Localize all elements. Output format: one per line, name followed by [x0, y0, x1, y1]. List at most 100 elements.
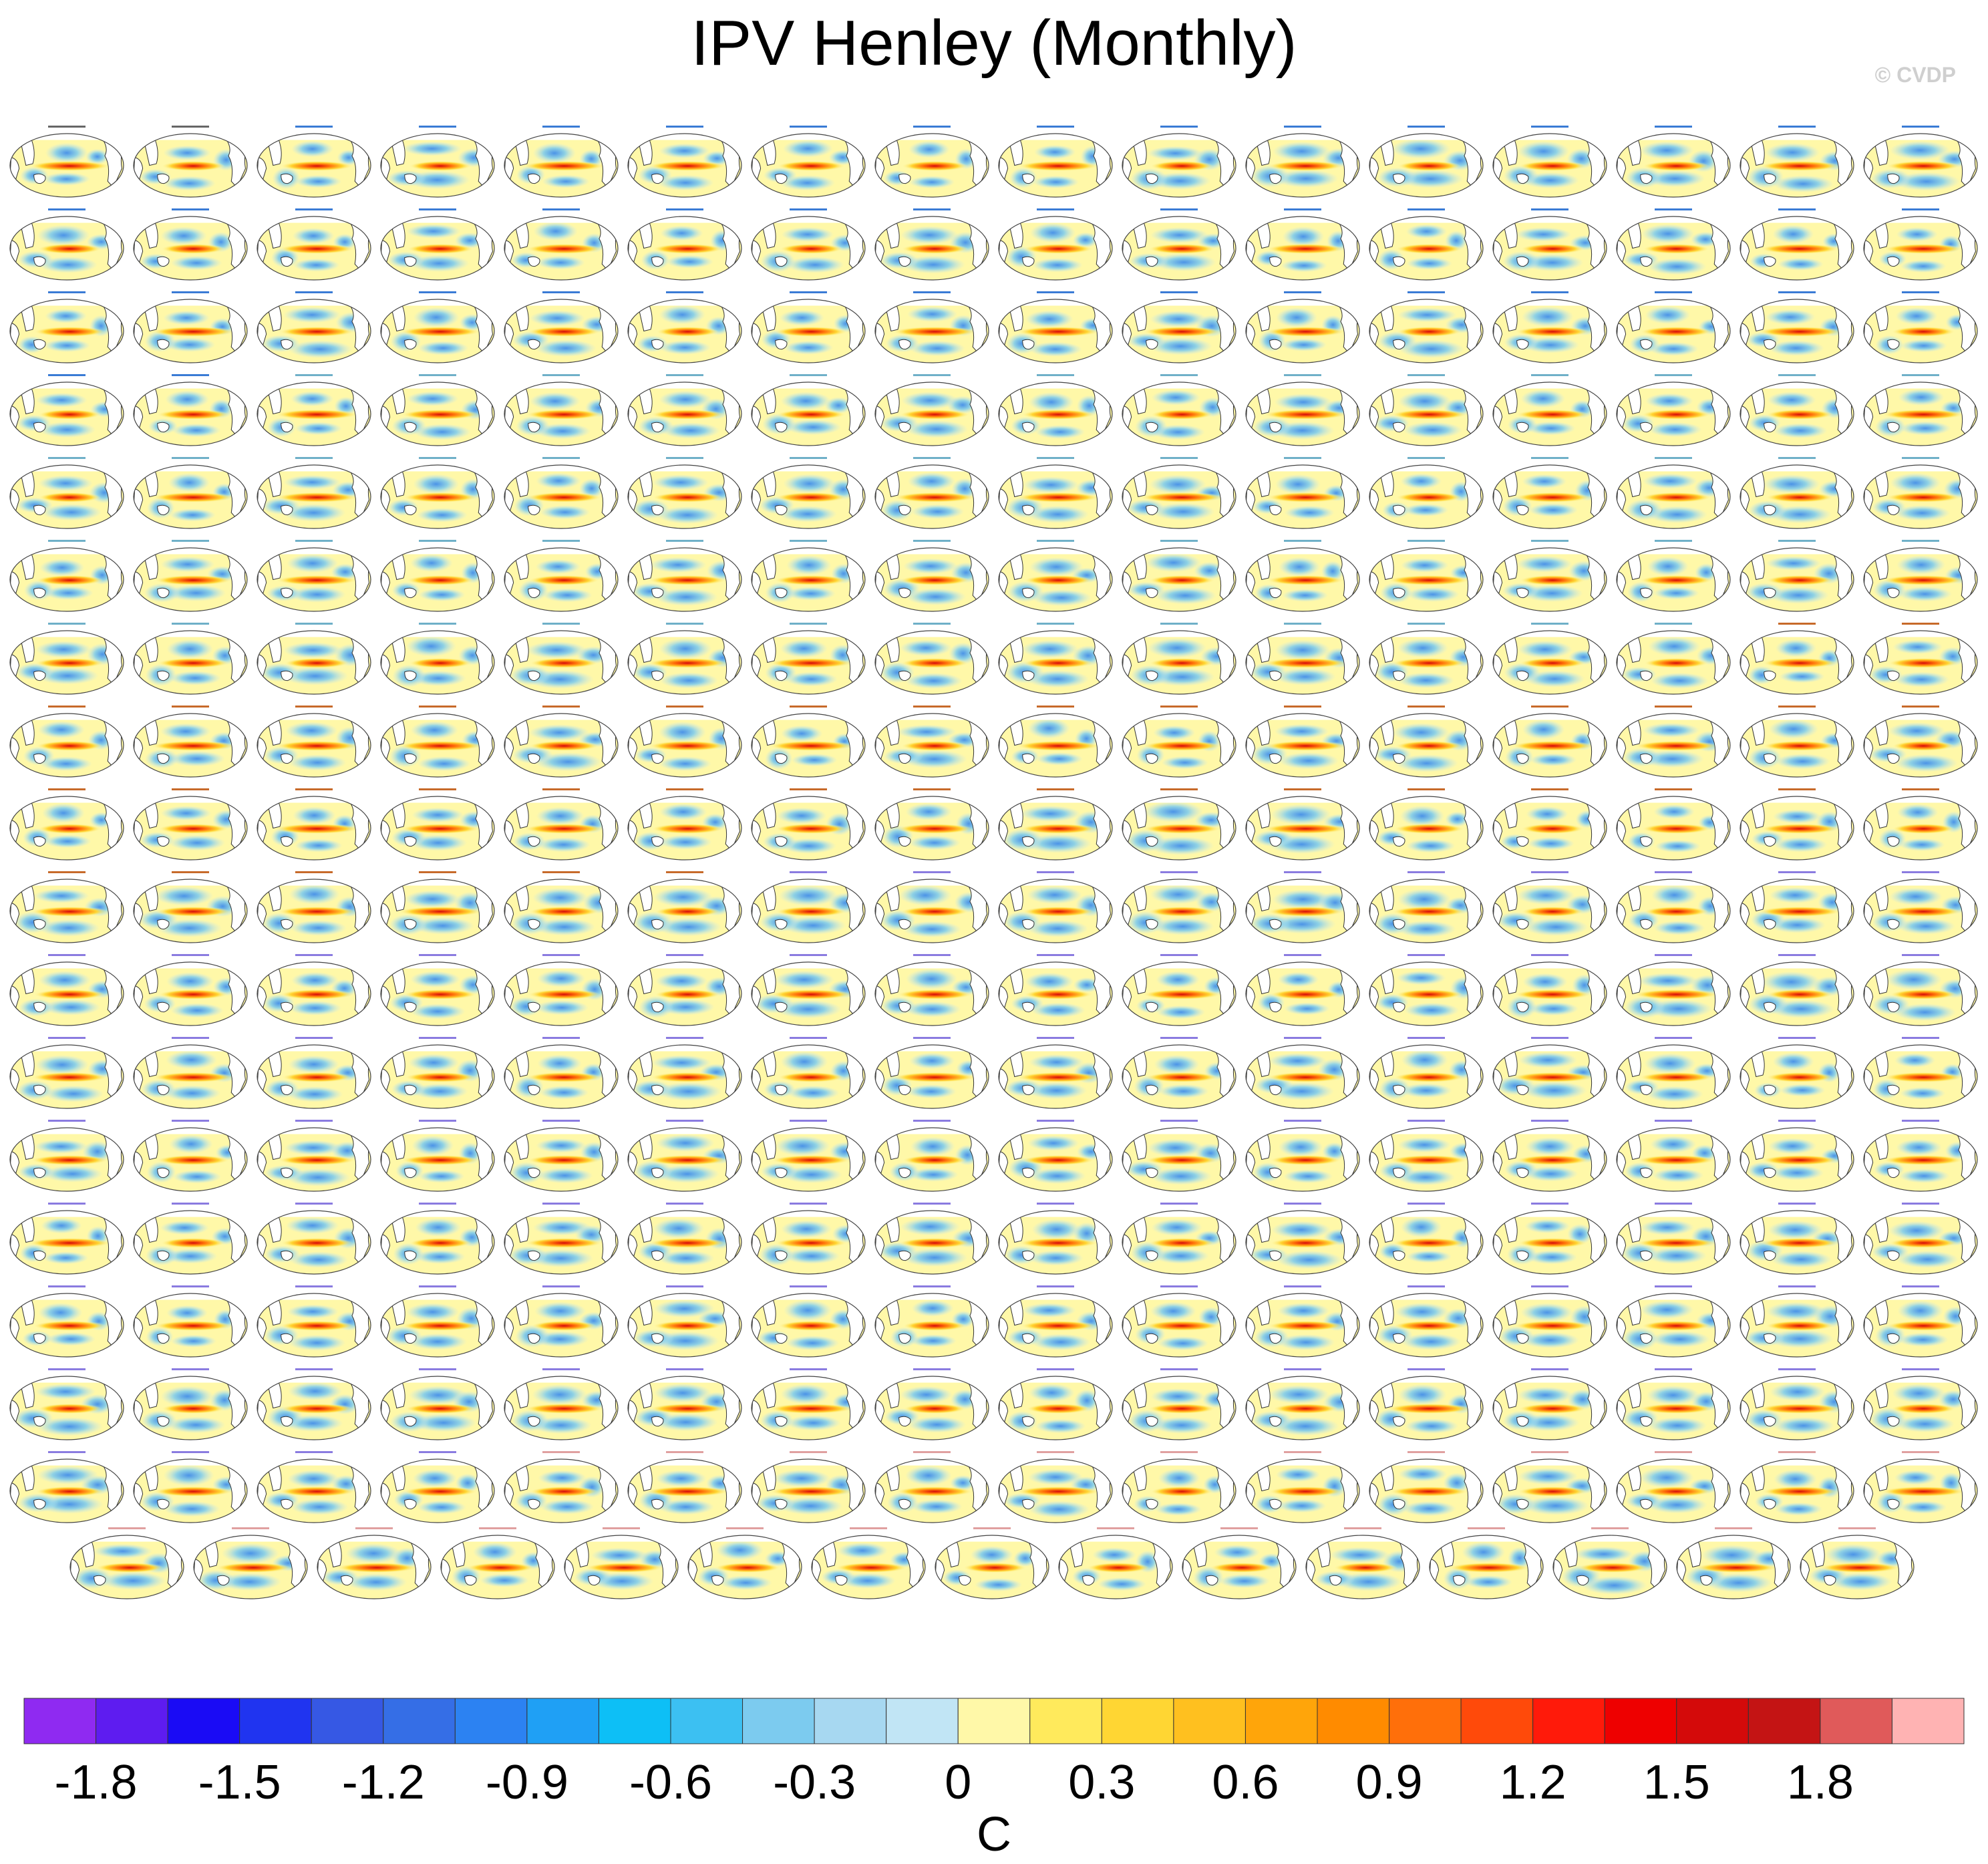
- map-panel: [1369, 374, 1484, 446]
- map-panel: [1492, 374, 1607, 446]
- map-panel: [504, 374, 619, 446]
- map-panel: [1122, 706, 1236, 778]
- map-panel: [627, 1451, 742, 1523]
- map-panel: [751, 1203, 866, 1275]
- map-panel: [257, 1120, 371, 1192]
- map-panel: [504, 540, 619, 612]
- map-panel: [504, 291, 619, 363]
- map-panel: [380, 1203, 495, 1275]
- map-panel: [9, 540, 124, 612]
- map-panel: [1122, 1120, 1236, 1192]
- map-panel: [9, 954, 124, 1026]
- map-panel: [1616, 291, 1731, 363]
- colorbar-swatch: [1748, 1698, 1821, 1744]
- colorbar-swatches: [23, 1698, 1965, 1744]
- colorbar-swatch: [886, 1698, 959, 1744]
- map-panel: [998, 374, 1113, 446]
- map-panel: [1122, 1451, 1236, 1523]
- map-panel: [1245, 374, 1360, 446]
- map-panel: [1492, 540, 1607, 612]
- map-panel: [751, 374, 866, 446]
- map-panel: [811, 1527, 926, 1599]
- map-panel: [1740, 954, 1854, 1026]
- map-panel: [627, 954, 742, 1026]
- map-panel: [504, 788, 619, 861]
- map-panel: [1616, 871, 1731, 943]
- map-panel: [874, 540, 989, 612]
- map-panel: [1863, 457, 1978, 529]
- map-panel: [1492, 706, 1607, 778]
- map-panel: [1245, 126, 1360, 198]
- map-panel: [1369, 788, 1484, 861]
- map-panel: [380, 126, 495, 198]
- colorbar-tick-labels: -1.8 -1.5 -1.2 -0.9 -0.6 -0.3 0 0.3 0.6 0.9 1.2 1.5…: [55, 1756, 1854, 1809]
- map-panel: [504, 457, 619, 529]
- colorbar-swatch: [23, 1698, 97, 1744]
- map-panel: [627, 1120, 742, 1192]
- map-panel: [1616, 1285, 1731, 1358]
- map-panel: [1863, 1451, 1978, 1523]
- map-panel: [751, 1120, 866, 1192]
- map-panel: [1369, 291, 1484, 363]
- map-panel: [1492, 1203, 1607, 1275]
- map-panel: [1245, 1285, 1360, 1358]
- map-panel: [1616, 457, 1731, 529]
- map-panel: [1492, 208, 1607, 281]
- map-panel: [257, 1368, 371, 1440]
- map-panel: [998, 1285, 1113, 1358]
- map-panel: [1369, 1203, 1484, 1275]
- colorbar: -1.8 -1.5 -1.2 -0.9 -0.6 -0.3 0 0.3 0.6 0.9 1.2 1.5…: [23, 1698, 1965, 1861]
- map-panel: [257, 540, 371, 612]
- map-panel: [1616, 706, 1731, 778]
- colorbar-swatch: [96, 1698, 168, 1744]
- map-panel: [257, 954, 371, 1026]
- map-panel: [874, 788, 989, 861]
- map-panel: [1863, 291, 1978, 363]
- map-panel: [1122, 788, 1236, 861]
- map-panel: [1740, 623, 1854, 695]
- colorbar-swatch: [598, 1698, 671, 1744]
- colorbar-tick-label: -0.3: [773, 1756, 856, 1809]
- map-panel: [627, 1368, 742, 1440]
- map-panel: [751, 457, 866, 529]
- map-panel: [133, 457, 248, 529]
- map-panel: [998, 1037, 1113, 1109]
- colorbar-swatch: [526, 1698, 599, 1744]
- map-panel: [998, 457, 1113, 529]
- map-panel: [1182, 1527, 1297, 1599]
- map-panel: [998, 1120, 1113, 1192]
- map-panel: [257, 871, 371, 943]
- map-panel: [874, 1451, 989, 1523]
- map-panel: [874, 1368, 989, 1440]
- map-panel: [1616, 540, 1731, 612]
- map-panel: [1863, 954, 1978, 1026]
- map-panel: [133, 374, 248, 446]
- map-panel: [1245, 457, 1360, 529]
- map-panel: [1740, 1203, 1854, 1275]
- map-panel: [133, 1451, 248, 1523]
- map-panel: [1740, 540, 1854, 612]
- map-panel: [874, 291, 989, 363]
- map-panel: [133, 208, 248, 281]
- colorbar-swatch: [454, 1698, 528, 1744]
- map-panel: [1369, 457, 1484, 529]
- map-panel: [998, 1451, 1113, 1523]
- map-panel: [627, 871, 742, 943]
- map-panel: [1863, 208, 1978, 281]
- map-panel: [133, 623, 248, 695]
- map-panel: [751, 1037, 866, 1109]
- colorbar-tick-label: -0.6: [629, 1756, 712, 1809]
- map-panel: [1492, 788, 1607, 861]
- map-panel: [1863, 1285, 1978, 1358]
- colorbar-tick-label: -1.2: [342, 1756, 425, 1809]
- map-panel: [9, 788, 124, 861]
- map-panel: [9, 374, 124, 446]
- map-panel: [1740, 1451, 1854, 1523]
- map-panel: [1122, 871, 1236, 943]
- map-panel: [1245, 871, 1360, 943]
- map-panel: [1369, 1451, 1484, 1523]
- map-panel: [1616, 788, 1731, 861]
- map-panel: [257, 1285, 371, 1358]
- map-panel: [751, 788, 866, 861]
- map-panel: [1616, 1120, 1731, 1192]
